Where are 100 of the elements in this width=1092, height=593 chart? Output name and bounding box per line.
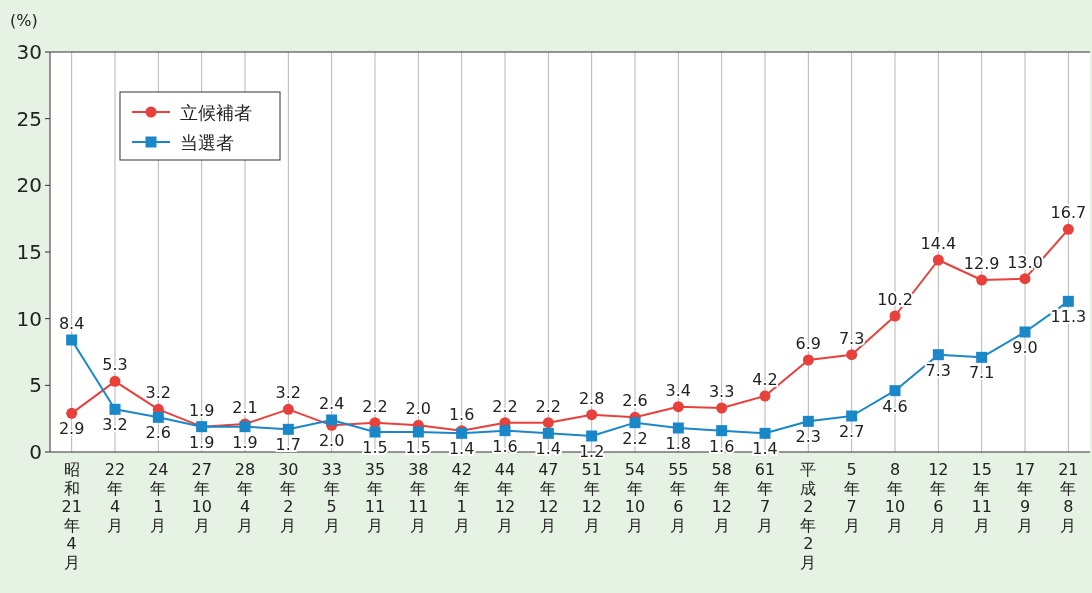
point bbox=[586, 430, 598, 442]
data-label: 2.3 bbox=[795, 427, 822, 447]
data-label: 2.1 bbox=[232, 398, 258, 417]
point bbox=[629, 417, 641, 429]
data-label: 4.2 bbox=[752, 370, 778, 389]
point bbox=[846, 410, 858, 422]
point bbox=[499, 425, 511, 437]
data-label: 2.0 bbox=[318, 431, 345, 451]
y-tick-label: 15 bbox=[16, 240, 42, 264]
point bbox=[542, 427, 554, 439]
point bbox=[759, 427, 771, 439]
data-label: 3.2 bbox=[145, 383, 172, 403]
x-tick-label: 42年1月 bbox=[451, 460, 472, 535]
x-tick-label: 17年9月 bbox=[1014, 460, 1036, 535]
x-tick-label: 58年12月 bbox=[711, 460, 732, 535]
point bbox=[932, 254, 944, 266]
data-label: 1.9 bbox=[188, 400, 215, 420]
data-label: 1.6 bbox=[448, 404, 475, 424]
data-label: 1.7 bbox=[275, 435, 302, 455]
data-label: 6.9 bbox=[795, 334, 822, 353]
point bbox=[109, 375, 121, 387]
x-tick-label: 22年4月 bbox=[104, 460, 126, 535]
x-tick-label: 33年5月 bbox=[321, 460, 342, 535]
data-label: 2.2 bbox=[492, 396, 518, 416]
x-tick-label: 47年12月 bbox=[538, 460, 559, 535]
point bbox=[976, 274, 988, 286]
data-label: 2.2 bbox=[362, 396, 388, 416]
data-label: 4.6 bbox=[882, 396, 908, 416]
x-tick-label: 21年8月 bbox=[1058, 460, 1079, 535]
point bbox=[326, 414, 338, 426]
legend-label: 当選者 bbox=[180, 132, 234, 153]
point bbox=[889, 310, 901, 322]
data-label: 1.9 bbox=[232, 432, 258, 452]
point bbox=[759, 390, 771, 402]
x-tick-label: 35年11月 bbox=[364, 460, 386, 535]
data-label: 5.3 bbox=[102, 355, 128, 375]
data-label: 2.9 bbox=[58, 419, 85, 439]
x-tick-label: 5年7月 bbox=[843, 460, 860, 535]
y-axis-title: (%) bbox=[10, 11, 38, 30]
data-label: 1.5 bbox=[405, 438, 432, 457]
x-tick-label: 55年6月 bbox=[668, 460, 689, 535]
point bbox=[802, 415, 814, 427]
data-label: 7.1 bbox=[968, 363, 995, 383]
data-label: 1.6 bbox=[492, 436, 518, 456]
point bbox=[802, 354, 814, 366]
point bbox=[542, 417, 554, 429]
data-label: 2.0 bbox=[405, 399, 432, 419]
point bbox=[932, 349, 944, 361]
data-label: 7.3 bbox=[925, 360, 952, 380]
y-tick-label: 20 bbox=[16, 173, 42, 198]
y-tick-label: 25 bbox=[16, 106, 42, 131]
y-tick-label: 30 bbox=[16, 40, 42, 64]
x-tick-label: 51年12月 bbox=[581, 460, 602, 535]
x-tick-label: 44年12月 bbox=[494, 460, 516, 535]
data-label: 7.3 bbox=[838, 328, 865, 348]
data-label: 1.6 bbox=[708, 436, 735, 456]
legend-label: 立候補者 bbox=[180, 102, 252, 123]
data-label: 16.7 bbox=[1050, 203, 1087, 223]
point bbox=[586, 409, 598, 421]
data-label: 1.9 bbox=[188, 432, 215, 452]
data-label: 1.4 bbox=[752, 439, 778, 459]
point bbox=[672, 422, 684, 434]
y-tick-label: 5 bbox=[29, 373, 42, 398]
x-tick-label: 15年11月 bbox=[971, 460, 992, 535]
point bbox=[716, 402, 728, 414]
data-label: 2.2 bbox=[535, 396, 562, 416]
data-label: 1.4 bbox=[448, 439, 475, 459]
data-label: 8.4 bbox=[58, 314, 85, 333]
point bbox=[846, 349, 858, 361]
data-label: 3.2 bbox=[102, 415, 128, 435]
data-label: 1.4 bbox=[535, 439, 562, 459]
data-label: 12.9 bbox=[963, 254, 1000, 273]
point bbox=[672, 401, 684, 413]
x-tick-label: 24年1月 bbox=[148, 460, 169, 535]
data-label: 9.0 bbox=[1012, 338, 1038, 357]
point bbox=[889, 385, 901, 397]
point bbox=[1019, 273, 1031, 285]
data-label: 1.5 bbox=[362, 438, 388, 457]
x-tick-label: 28年4月 bbox=[234, 460, 256, 535]
x-tick-label: 61年7月 bbox=[754, 460, 776, 535]
data-label: 2.6 bbox=[145, 423, 172, 443]
point bbox=[282, 403, 294, 415]
point bbox=[1019, 326, 1031, 338]
data-label: 3.4 bbox=[665, 380, 692, 400]
y-tick-label: 0 bbox=[29, 440, 42, 464]
point bbox=[66, 407, 78, 419]
x-tick-label: 12年6月 bbox=[928, 460, 949, 535]
data-label: 1.2 bbox=[578, 442, 605, 461]
data-label: 11.3 bbox=[1050, 307, 1087, 327]
data-label: 14.4 bbox=[920, 234, 957, 253]
x-tick-label: 38年11月 bbox=[408, 460, 429, 535]
point bbox=[1062, 223, 1074, 235]
data-label: 3.3 bbox=[708, 382, 735, 401]
y-tick-label: 10 bbox=[16, 306, 42, 331]
x-tick-label: 54年10月 bbox=[624, 460, 646, 535]
point bbox=[716, 425, 728, 437]
data-label: 2.8 bbox=[578, 388, 605, 408]
point bbox=[152, 411, 164, 423]
point bbox=[109, 403, 121, 415]
x-tick-label: 27年10月 bbox=[191, 460, 212, 535]
